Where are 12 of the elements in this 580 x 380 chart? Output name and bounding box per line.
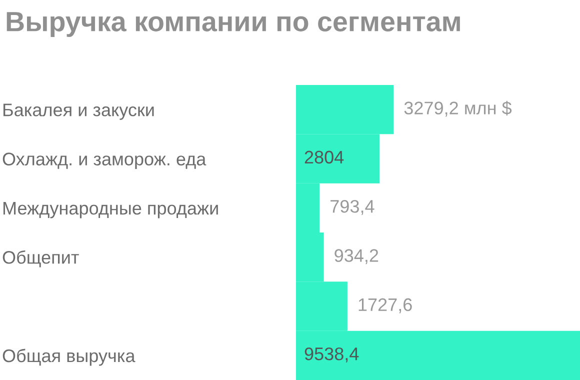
y-tick-label: Общепит [2,250,79,268]
data-label: 1727,6 [358,298,412,314]
data-label: 793,4 [330,200,374,215]
data-label: 3279,2 млн $ [404,100,512,117]
chart-title: Выручка компании по сегментам [6,12,460,37]
data-label: 9538,4 [304,347,359,362]
y-tick-label: Международные продажи [3,202,218,218]
y-tick-label: Общая выручка [2,348,136,366]
data-label: 2804 [304,150,344,164]
y-tick-label: Бакалея и закуски [3,104,154,120]
data-label: 934,2 [334,249,378,264]
y-tick-label: Охлажд. и заморож. еда [2,152,206,170]
